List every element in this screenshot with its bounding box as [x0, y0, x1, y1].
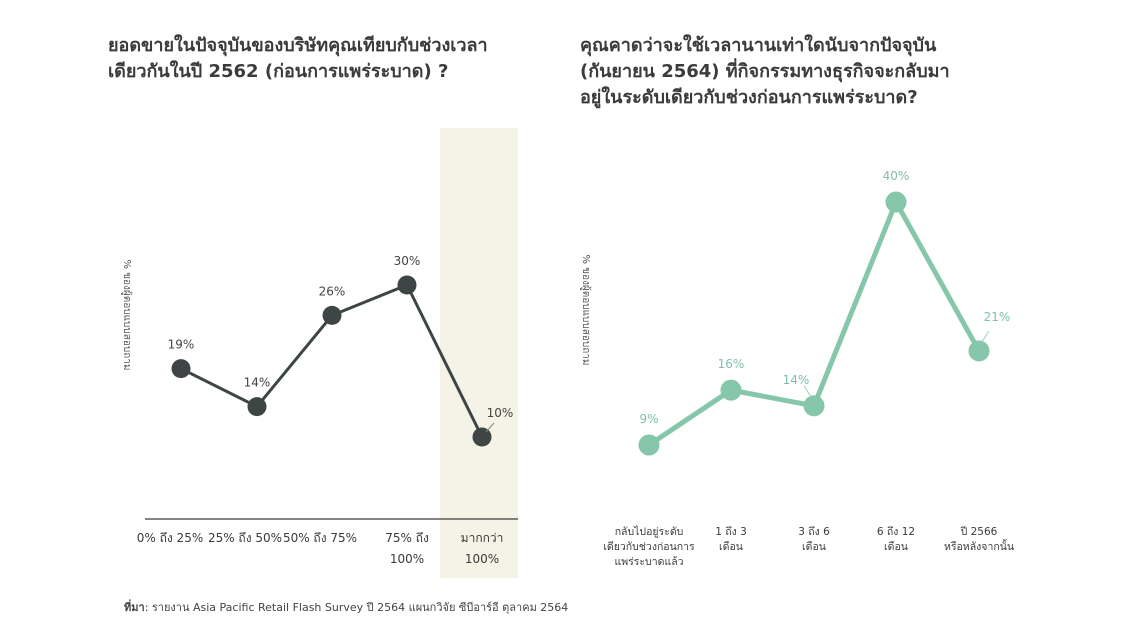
- source-label: ที่มา: [124, 601, 145, 614]
- left-data-point-4: [397, 275, 417, 295]
- right-data-point-1: [638, 434, 660, 456]
- right-value-label-2: 16%: [718, 357, 745, 371]
- left-category-label-5-line-2: 100%: [465, 552, 499, 566]
- left-value-label-5: 10%: [487, 406, 514, 420]
- right-category-label-4-line-1: 6 ถึง 12: [877, 526, 915, 538]
- right-category-label-2: 1 ถึง 3 เดือน: [715, 526, 747, 553]
- left-data-point-1: [171, 359, 191, 379]
- left-chart-title-line-2: เดียวกันในปี 2562 (ก่อนการแพร่ระบาด) ?: [108, 61, 449, 82]
- right-value-leader-3: [803, 385, 812, 398]
- right-category-label-1: กลับไปอยู่ระดับเดียวกับช่วงก่อนการแพร่ระ…: [603, 525, 695, 568]
- left-category-label-3-line-1: 50% ถึง 75%: [283, 531, 357, 545]
- right-value-leader-5: [981, 330, 990, 343]
- right-data-point-3: [803, 395, 825, 417]
- right-chart-title: คุณคาดว่าจะใช้เวลานานเท่าใดนับจากปัจจุบั…: [580, 33, 950, 111]
- left-chart-title: ยอดขายในปัจจุบันของบริษัทคุณเทียบกับช่วง…: [108, 33, 488, 85]
- left-category-label-4-line-2: 100%: [390, 552, 424, 566]
- left-value-label-2: 14%: [244, 376, 271, 390]
- left-data-point-5: [472, 427, 492, 447]
- source-note: ที่มา: รายงาน Asia Pacific Retail Flash …: [124, 598, 568, 616]
- right-line-chart: % ของผู้ตอบแบบสอบถาม 9% 16% 14% 40% 21% กลับไป…: [580, 169, 1014, 568]
- right-category-label-5-line-2: หรือหลังจากนั้น: [944, 539, 1014, 553]
- left-category-label-2-line-1: 25% ถึง 50%: [208, 531, 282, 545]
- left-value-label-3: 26%: [319, 284, 346, 298]
- left-y-axis-label: % ของผู้ตอบแบบสอบถาม: [121, 260, 133, 371]
- left-category-label-4-line-1: 75% ถึง: [385, 531, 429, 545]
- right-category-label-1-line-2: เดียวกับช่วงก่อนการ: [603, 540, 695, 553]
- left-value-leader-5: [485, 422, 495, 433]
- left-chart-title-line-1: ยอดขายในปัจจุบันของบริษัทคุณเทียบกับช่วง…: [108, 35, 488, 56]
- right-data-point-5: [968, 340, 990, 362]
- source-text: : รายงาน Asia Pacific Retail Flash Surve…: [144, 601, 569, 614]
- left-value-label-1: 19%: [168, 338, 195, 352]
- right-category-label-1-line-1: กลับไปอยู่ระดับ: [615, 525, 684, 538]
- right-chart-title-line-2: (กันยายน 2564) ที่กิจกรรมทางธุรกิจจะกลับ…: [580, 61, 950, 82]
- right-category-label-4: 6 ถึง 12 เดือน: [877, 526, 915, 553]
- right-data-point-4: [885, 191, 907, 213]
- left-category-label-1-line-1: 0% ถึง 25%: [137, 531, 203, 545]
- right-category-label-2-line-2: เดือน: [719, 540, 743, 553]
- right-value-label-5: 21%: [984, 310, 1011, 324]
- left-category-label-1: 0% ถึง 25%: [137, 531, 203, 545]
- left-category-label-3: 50% ถึง 75%: [283, 531, 357, 545]
- right-category-label-3-line-2: เดือน: [802, 540, 826, 553]
- right-value-label-3: 14%: [783, 373, 810, 387]
- right-data-point-2: [720, 379, 742, 401]
- left-data-point-2: [247, 397, 267, 417]
- right-category-label-5: ปี 2566 หรือหลังจากนั้น: [944, 525, 1014, 553]
- right-category-label-5-line-1: ปี 2566: [960, 525, 997, 538]
- left-value-label-4: 30%: [394, 254, 421, 268]
- right-chart-title-line-3: อยู่ในระดับเดียวกับช่วงก่อนการแพร่ระบาด?: [580, 87, 918, 108]
- left-category-label-5: มากกว่า 100%: [461, 531, 504, 566]
- right-category-label-1-line-3: แพร่ระบาดแล้ว: [614, 556, 683, 568]
- right-category-label-3: 3 ถึง 6 เดือน: [798, 526, 830, 553]
- right-chart-title-line-1: คุณคาดว่าจะใช้เวลานานเท่าใดนับจากปัจจุบั…: [580, 35, 937, 56]
- left-data-point-3: [322, 305, 342, 325]
- right-category-label-3-line-1: 3 ถึง 6: [798, 526, 830, 538]
- left-category-label-5-line-1: มากกว่า: [461, 531, 504, 545]
- left-category-label-4: 75% ถึง 100%: [385, 531, 429, 566]
- right-value-label-1: 9%: [639, 412, 658, 426]
- left-line-chart: % ของผู้ตอบแบบสอบถาม 19% 14% 26% 30% 10% 0% ถึ…: [121, 128, 518, 578]
- left-category-label-2: 25% ถึง 50%: [208, 531, 282, 545]
- right-category-label-4-line-2: เดือน: [884, 540, 908, 553]
- right-category-label-2-line-1: 1 ถึง 3: [715, 526, 747, 538]
- right-value-label-4: 40%: [883, 169, 910, 183]
- left-highlight-band: [440, 128, 518, 578]
- right-y-axis-label: % ของผู้ตอบแบบสอบถาม: [580, 255, 592, 366]
